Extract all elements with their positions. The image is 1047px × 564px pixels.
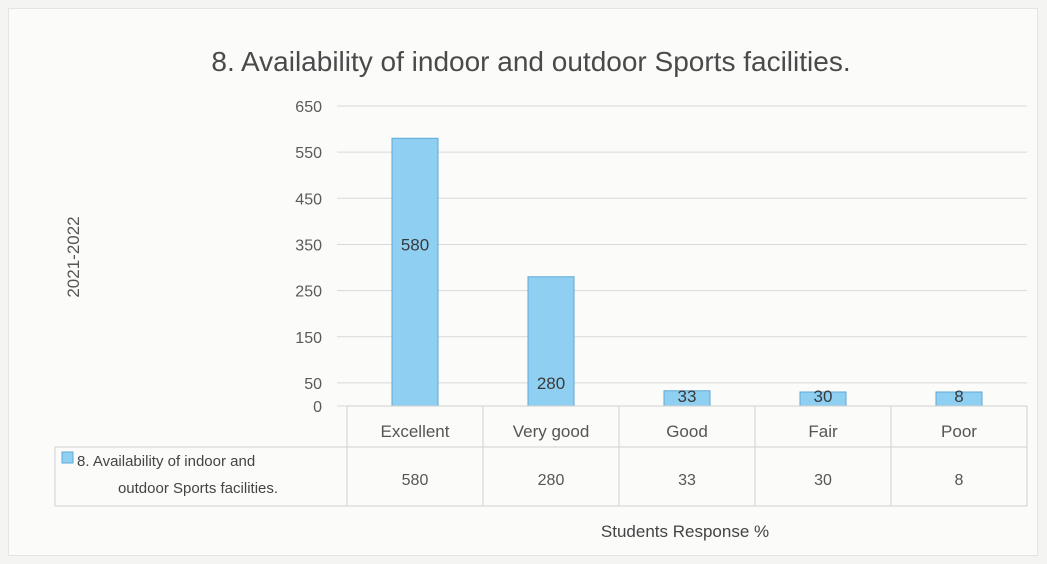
y-tick-label: 0 <box>313 399 322 416</box>
y-axis-label: 2021-2022 <box>64 216 83 297</box>
y-tick-label: 250 <box>295 284 322 301</box>
gridlines <box>337 105 1027 407</box>
category-label: Fair <box>808 422 838 441</box>
table-value: 30 <box>814 472 832 489</box>
y-tick-label: 350 <box>295 237 322 254</box>
category-label: Excellent <box>381 422 450 441</box>
bar-data-label: 8 <box>954 387 963 406</box>
legend-series-name-line1: 8. Availability of indoor and <box>77 453 255 470</box>
chart-title: 8. Availability of indoor and outdoor Sp… <box>211 46 850 77</box>
y-tick-label: 450 <box>295 191 322 208</box>
bar <box>391 137 439 407</box>
bar-data-label: 30 <box>814 387 833 406</box>
y-tick-label: 150 <box>295 330 322 347</box>
x-axis-label: Students Response % <box>601 522 769 541</box>
table-value: 580 <box>402 472 429 489</box>
category-label: Very good <box>513 422 590 441</box>
category-label: Poor <box>941 422 977 441</box>
y-tick-label: 650 <box>295 99 322 116</box>
table-value: 280 <box>538 472 565 489</box>
chart-frame: 8. Availability of indoor and outdoor Sp… <box>8 8 1038 556</box>
bar-data-label: 580 <box>401 235 429 254</box>
bar-chart: 8. Availability of indoor and outdoor Sp… <box>54 46 1028 541</box>
bar-data-label: 33 <box>678 387 697 406</box>
category-label: Good <box>666 422 708 441</box>
y-tick-label: 550 <box>295 145 322 162</box>
y-tick-label: 50 <box>304 376 322 393</box>
legend-series-name-line2: outdoor Sports facilities. <box>118 480 278 497</box>
legend-swatch <box>61 451 74 464</box>
table-value: 8 <box>955 472 964 489</box>
bar <box>527 276 575 407</box>
table-value: 33 <box>678 472 696 489</box>
y-tick-labels: 0 50 150 250 350 450 550 650 <box>295 99 322 416</box>
data-table: Excellent 580 Very good 280 Good 33 Fair 30 Poor… <box>54 405 1028 507</box>
bars: 580 280 33 30 8 <box>391 137 983 407</box>
bar-data-label: 280 <box>537 374 565 393</box>
